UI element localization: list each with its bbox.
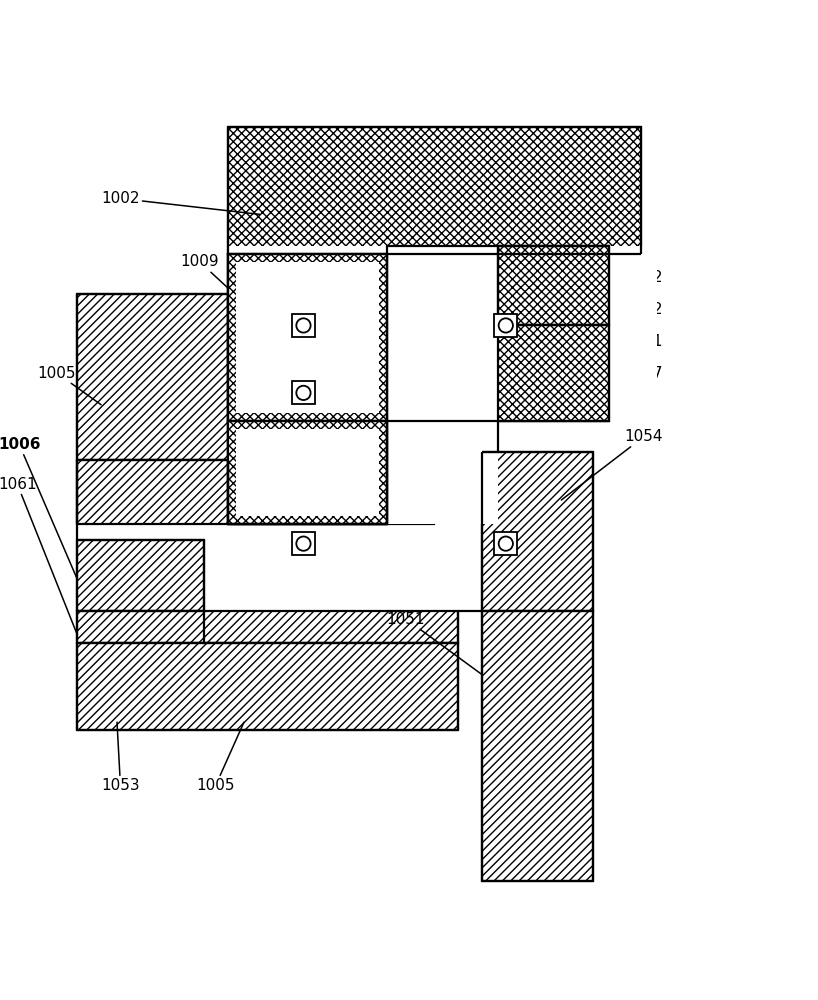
Text: 1053: 1053 [101, 722, 140, 793]
Text: 1061: 1061 [0, 477, 78, 635]
Text: 1052: 1052 [609, 270, 663, 286]
Bar [498, 246, 609, 325]
Text: 1005: 1005 [196, 722, 244, 793]
Bar [78, 460, 434, 524]
Text: 1002: 1002 [101, 191, 260, 214]
Bar [78, 294, 228, 460]
Bar [236, 429, 379, 516]
Bar [292, 314, 315, 337]
Text: 1007: 1007 [609, 366, 663, 389]
Bar [292, 532, 315, 555]
Bar [78, 540, 204, 611]
Bar [494, 314, 517, 337]
Bar [78, 643, 458, 730]
Text: 1005: 1005 [38, 366, 101, 405]
Bar [78, 611, 458, 643]
Bar [228, 254, 387, 421]
Bar [228, 421, 387, 524]
Bar [498, 246, 609, 325]
Bar [228, 254, 387, 421]
Text: 1006: 1006 [0, 437, 78, 579]
Bar [498, 325, 609, 421]
Bar [387, 246, 498, 524]
Text: 1054: 1054 [561, 429, 663, 500]
Bar [228, 127, 640, 254]
Text: 1071: 1071 [498, 334, 663, 373]
Bar [498, 325, 609, 421]
Bar [228, 421, 387, 524]
Bar [228, 246, 498, 421]
Bar [609, 246, 657, 421]
Text: 1009: 1009 [181, 254, 260, 318]
Bar [292, 381, 315, 404]
Bar [482, 452, 593, 611]
Bar [482, 611, 593, 881]
Bar [494, 532, 517, 555]
Bar [228, 421, 387, 524]
Bar [228, 254, 387, 421]
Bar [236, 262, 379, 413]
Bar [228, 254, 387, 421]
Bar [228, 421, 387, 524]
Text: 1051: 1051 [387, 612, 482, 675]
Text: 1072: 1072 [609, 302, 663, 333]
